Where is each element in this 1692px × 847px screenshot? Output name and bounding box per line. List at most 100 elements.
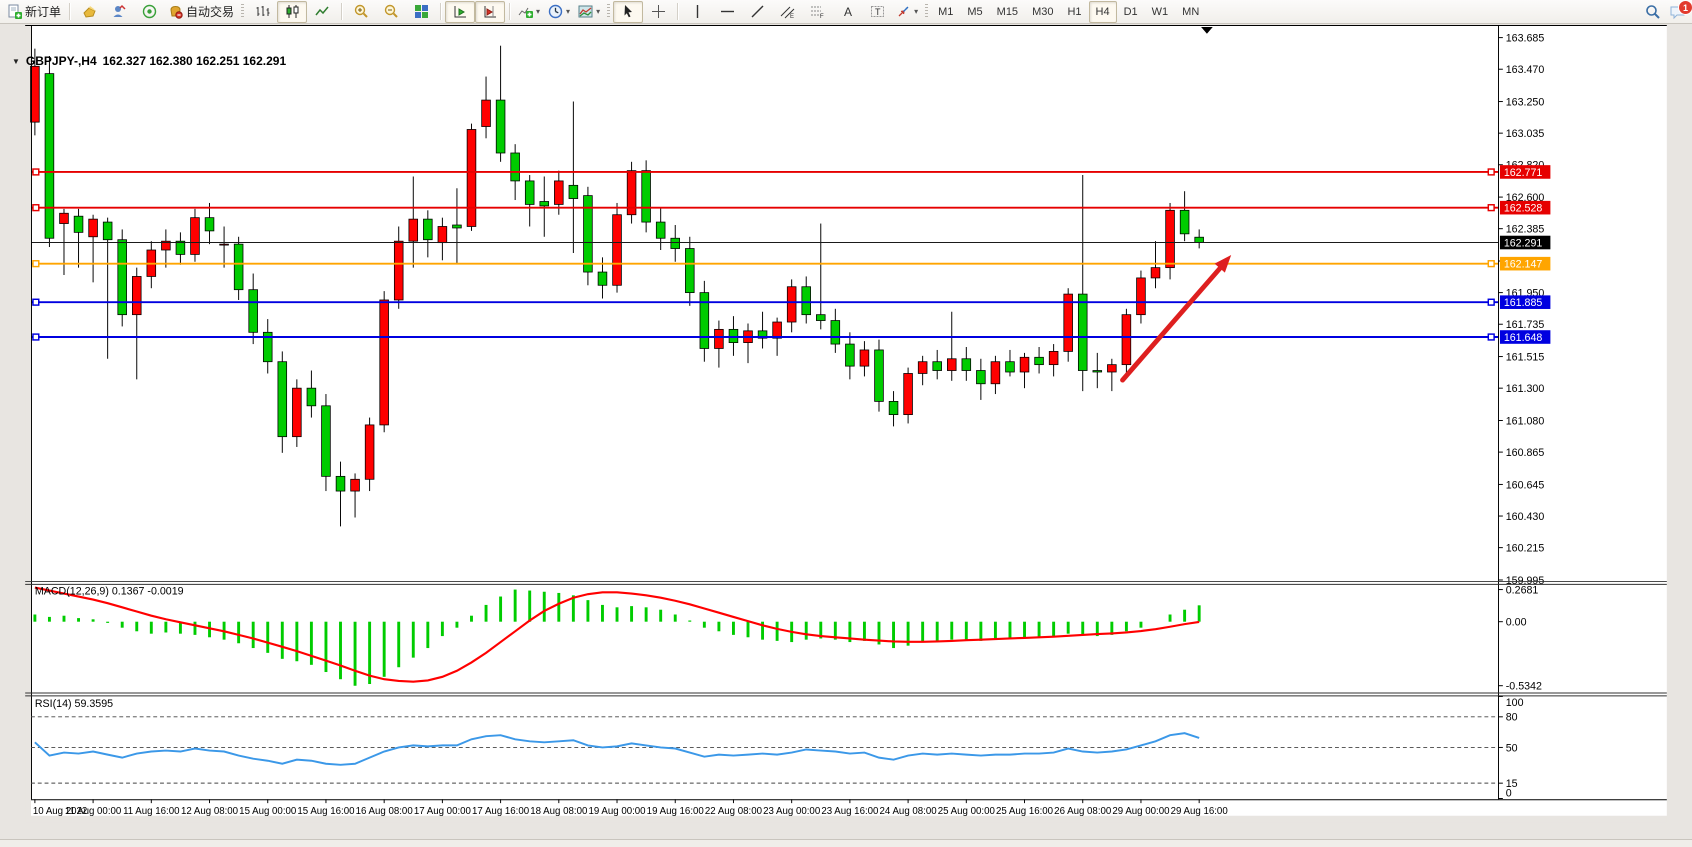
candle bbox=[845, 343, 855, 367]
horizontal-line-tool-button[interactable] bbox=[712, 1, 742, 23]
candle bbox=[990, 361, 1001, 385]
candle bbox=[408, 218, 419, 242]
candle bbox=[452, 224, 462, 229]
tab-timeframe-M1[interactable]: M1 bbox=[938, 5, 954, 18]
candle bbox=[1194, 236, 1204, 243]
chart-line-button[interactable] bbox=[307, 1, 337, 23]
signals-icon bbox=[142, 4, 156, 19]
line-handle[interactable] bbox=[1487, 168, 1495, 176]
svg-text:23 Aug 16:00: 23 Aug 16:00 bbox=[821, 806, 879, 817]
chart-shift-icon bbox=[484, 6, 496, 18]
candle bbox=[30, 65, 40, 123]
arrows-tool-button[interactable]: ▾ bbox=[892, 1, 922, 23]
tab-timeframe-H1[interactable]: H1 bbox=[1067, 5, 1082, 18]
indicators-button[interactable]: ▾ bbox=[514, 1, 544, 23]
candle bbox=[932, 361, 942, 371]
line-handle[interactable] bbox=[32, 333, 40, 341]
cursor-tool-button[interactable] bbox=[613, 0, 644, 23]
candle bbox=[44, 73, 55, 239]
crosshair-tool-button[interactable] bbox=[643, 1, 673, 23]
candle bbox=[655, 221, 666, 239]
candle bbox=[379, 299, 389, 426]
tab-timeframe-M30[interactable]: M30 bbox=[1032, 5, 1054, 18]
horizontal-line-icon bbox=[720, 10, 734, 13]
tile-windows-icon bbox=[414, 5, 428, 18]
chart-dropdown-icon[interactable]: ▼ bbox=[12, 56, 20, 66]
fibonacci-tool-button[interactable]: F bbox=[802, 1, 832, 23]
trend-arrow[interactable] bbox=[1120, 254, 1232, 383]
dropdown-caret: ▾ bbox=[566, 6, 571, 16]
auto-scroll-button[interactable] bbox=[445, 0, 476, 23]
line-handle[interactable] bbox=[1487, 260, 1495, 268]
tab-timeframe-D1[interactable]: D1 bbox=[1123, 5, 1138, 18]
line-handle[interactable] bbox=[1487, 298, 1495, 306]
line-handle[interactable] bbox=[1487, 204, 1495, 212]
label-tool-button[interactable]: T bbox=[862, 1, 892, 23]
chart-shift-marker[interactable] bbox=[1201, 26, 1213, 34]
notifications-button[interactable]: 1 bbox=[1669, 0, 1692, 20]
svg-text:16 Aug 08:00: 16 Aug 08:00 bbox=[356, 806, 414, 817]
chart-shift-button[interactable] bbox=[475, 0, 506, 23]
candle bbox=[1150, 267, 1161, 279]
new-order-label: 新订单 bbox=[25, 5, 62, 19]
svg-text:0.00: 0.00 bbox=[1506, 617, 1527, 629]
separator bbox=[509, 3, 511, 20]
svg-text:50: 50 bbox=[1506, 742, 1518, 754]
candle bbox=[466, 129, 477, 227]
line-handle[interactable] bbox=[32, 260, 40, 268]
tab-timeframe-H4[interactable]: H4 bbox=[1088, 0, 1117, 23]
candle bbox=[248, 289, 258, 333]
trendline-icon bbox=[751, 5, 764, 18]
chart-window: 163.685163.470163.250163.035162.820162.6… bbox=[0, 25, 1692, 840]
candle bbox=[1092, 370, 1103, 373]
timeframe-group: M1 M5 M15 M30 H1 H4 D1 W1 MN bbox=[931, 0, 1206, 23]
trendline-tool-button[interactable] bbox=[742, 1, 772, 23]
tile-windows-button[interactable] bbox=[406, 1, 436, 23]
zoom-in-icon bbox=[354, 4, 368, 18]
svg-text:160.865: 160.865 bbox=[1506, 447, 1545, 459]
candle bbox=[1048, 351, 1059, 366]
channel-tool-button[interactable]: E bbox=[772, 1, 802, 23]
search-icon[interactable] bbox=[1645, 4, 1661, 20]
line-chart-icon bbox=[314, 6, 329, 16]
autotrading-button[interactable]: 自动交易 bbox=[164, 1, 238, 23]
templates-button[interactable]: ▾ bbox=[574, 1, 604, 23]
tab-timeframe-M15[interactable]: M15 bbox=[996, 5, 1019, 18]
toolbar-grip bbox=[607, 4, 611, 19]
periods-button[interactable]: ▾ bbox=[544, 1, 574, 23]
svg-text:80: 80 bbox=[1506, 712, 1518, 724]
profile-icon bbox=[113, 4, 126, 17]
chart-bars-button[interactable] bbox=[247, 1, 277, 23]
vertical-line-tool-button[interactable] bbox=[682, 1, 712, 23]
svg-text:163.035: 163.035 bbox=[1506, 128, 1545, 140]
chart-candles-button[interactable] bbox=[277, 0, 308, 23]
line-handle[interactable] bbox=[32, 168, 40, 176]
market-button[interactable] bbox=[74, 1, 104, 23]
svg-text:22 Aug 08:00: 22 Aug 08:00 bbox=[705, 806, 763, 817]
text-tool-button[interactable]: A bbox=[832, 1, 862, 23]
signals-button[interactable] bbox=[134, 1, 164, 23]
tab-timeframe-M5[interactable]: M5 bbox=[967, 5, 983, 18]
svg-text:163.470: 163.470 bbox=[1506, 64, 1545, 76]
zoom-out-button[interactable] bbox=[376, 1, 406, 23]
candle bbox=[117, 239, 127, 316]
zoom-in-button[interactable] bbox=[346, 1, 376, 23]
candle bbox=[1005, 361, 1015, 373]
tab-timeframe-MN[interactable]: MN bbox=[1182, 5, 1200, 18]
line-handle[interactable] bbox=[32, 204, 40, 212]
new-order-button[interactable]: 新订单 bbox=[3, 1, 65, 23]
line-handle[interactable] bbox=[1487, 333, 1495, 341]
svg-text:18 Aug 08:00: 18 Aug 08:00 bbox=[530, 806, 588, 817]
tab-timeframe-W1[interactable]: W1 bbox=[1151, 5, 1169, 18]
candle bbox=[568, 184, 579, 199]
rsi-panel: 100 80 50 150 RSI(14) 59.3595 bbox=[30, 695, 1524, 799]
candle bbox=[888, 401, 899, 416]
auto-scroll-icon bbox=[454, 6, 466, 18]
candle bbox=[1165, 209, 1175, 269]
svg-text:162.147: 162.147 bbox=[1504, 259, 1543, 271]
autotrading-label: 自动交易 bbox=[186, 5, 235, 19]
profile-button[interactable] bbox=[104, 1, 134, 23]
chart-canvas[interactable]: 163.685163.470163.250163.035162.820162.6… bbox=[0, 25, 1692, 840]
line-handle[interactable] bbox=[32, 298, 40, 306]
